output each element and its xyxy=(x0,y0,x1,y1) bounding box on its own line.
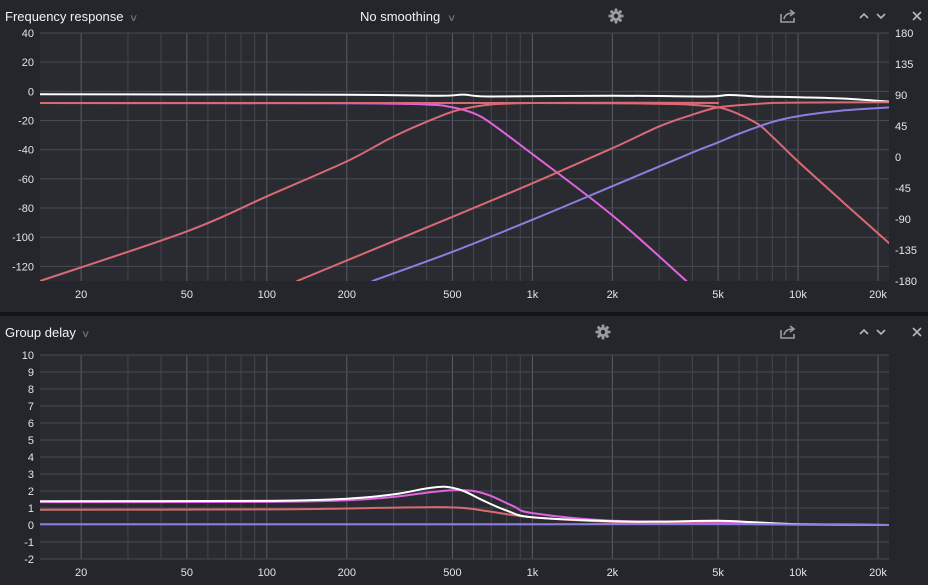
export-icon[interactable] xyxy=(779,323,797,341)
x-tick-label: 20k xyxy=(869,567,887,579)
frequency-response-chart[interactable]: 20 50 100 200 500 1k 2k 5k 10k 20k40200-20-40-60-… xyxy=(0,0,928,312)
x-tick-label: 200 xyxy=(338,289,356,301)
y-tick-label: 20 xyxy=(22,57,34,69)
y2-tick-label: 135 xyxy=(895,59,913,71)
chevron-down-icon[interactable] xyxy=(875,7,893,25)
panel-header: Group delay ∨ xyxy=(0,316,928,348)
y-tick-label: 0 xyxy=(28,86,34,98)
x-tick-label: 50 xyxy=(181,289,193,301)
y-tick-label: 7 xyxy=(28,401,34,413)
y-tick-label: 40 xyxy=(22,28,34,40)
y-tick-label: 6 xyxy=(28,418,34,430)
x-tick-label: 20 xyxy=(75,567,87,579)
export-icon[interactable] xyxy=(779,7,797,25)
x-tick-label: 500 xyxy=(443,567,461,579)
x-tick-label: 200 xyxy=(338,567,356,579)
series-line xyxy=(371,106,889,281)
plot-area xyxy=(40,33,889,281)
y-tick-label: -60 xyxy=(18,174,34,186)
y-tick-label: 8 xyxy=(28,384,34,396)
group-delay-panel: Group delay ∨ 20 50 100 200 500 1k 2k 5k 10k 20k 10… xyxy=(0,316,928,585)
x-tick-label: 1k xyxy=(527,567,539,579)
x-tick-label: 5k xyxy=(712,567,724,579)
x-tick-label: 1k xyxy=(527,289,539,301)
y2-tick-label: 0 xyxy=(895,152,901,164)
y-tick-label: 3 xyxy=(28,469,34,481)
x-tick-label: 10k xyxy=(789,289,807,301)
y-tick-label: 4 xyxy=(28,452,34,464)
panel-header: Frequency response ∨ No smoothing ∨ xyxy=(0,0,928,32)
panel-title-dropdown[interactable]: Group delay ∨ xyxy=(5,325,91,340)
chevron-down-icon: ∨ xyxy=(128,13,138,24)
y-tick-label: 2 xyxy=(28,486,34,498)
series-line xyxy=(40,101,889,245)
y-tick-label: 10 xyxy=(22,350,34,362)
x-tick-label: 2k xyxy=(607,289,619,301)
gear-icon[interactable] xyxy=(594,323,612,341)
y-tick-label: 1 xyxy=(28,503,34,515)
x-tick-label: 500 xyxy=(443,289,461,301)
panel-title: Frequency response xyxy=(5,9,124,24)
x-tick-label: 100 xyxy=(258,567,276,579)
chevron-up-icon[interactable] xyxy=(858,7,876,25)
y2-tick-label: 90 xyxy=(895,90,907,102)
y2-tick-label: 45 xyxy=(895,121,907,133)
series-group xyxy=(40,485,889,526)
series-line xyxy=(296,101,889,281)
chevron-down-icon[interactable] xyxy=(875,323,893,341)
y-tick-label: -100 xyxy=(12,232,34,244)
x-tick-label: 20 xyxy=(75,289,87,301)
grid xyxy=(40,32,889,281)
y-tick-label: 0 xyxy=(28,520,34,532)
x-tick-label: 5k xyxy=(712,289,724,301)
x-tick-label: 10k xyxy=(789,567,807,579)
smoothing-label: No smoothing xyxy=(360,9,441,24)
panel-title: Group delay xyxy=(5,325,76,340)
y2-tick-label: -180 xyxy=(895,276,917,288)
close-icon[interactable] xyxy=(910,323,928,341)
y2-tick-label: -90 xyxy=(895,214,911,226)
chevron-up-icon[interactable] xyxy=(858,323,876,341)
x-tick-label: 2k xyxy=(607,567,619,579)
chevron-down-icon: ∨ xyxy=(80,329,91,340)
y-tick-label: -40 xyxy=(18,145,34,157)
x-tick-label: 100 xyxy=(258,289,276,301)
chevron-down-icon: ∨ xyxy=(447,13,457,24)
gear-icon[interactable] xyxy=(607,7,625,25)
panel-divider[interactable] xyxy=(0,312,928,316)
series-line xyxy=(40,485,889,526)
panel-title-dropdown[interactable]: Frequency response ∨ xyxy=(5,9,138,24)
y-tick-label: -20 xyxy=(18,116,34,128)
y-tick-label: -80 xyxy=(18,203,34,215)
y2-tick-label: -135 xyxy=(895,245,917,257)
y2-tick-label: -45 xyxy=(895,183,911,195)
frequency-response-panel: Frequency response ∨ No smoothing ∨ 20 50 10… xyxy=(0,0,928,312)
y-tick-label: 5 xyxy=(28,435,34,447)
y-tick-label: -1 xyxy=(24,537,34,549)
y-tick-label: -2 xyxy=(24,554,34,566)
y2-tick-label: 180 xyxy=(895,28,913,40)
series-group xyxy=(40,93,889,281)
series-line xyxy=(40,522,889,526)
group-delay-chart[interactable]: 20 50 100 200 500 1k 2k 5k 10k 20k109876543210-1-… xyxy=(0,316,928,585)
y-tick-label: -120 xyxy=(12,261,34,273)
x-tick-label: 50 xyxy=(181,567,193,579)
smoothing-dropdown[interactable]: No smoothing ∨ xyxy=(360,9,457,24)
x-tick-label: 20k xyxy=(869,289,887,301)
series-line xyxy=(40,93,889,103)
close-icon[interactable] xyxy=(910,7,928,25)
y-tick-label: 9 xyxy=(28,367,34,379)
